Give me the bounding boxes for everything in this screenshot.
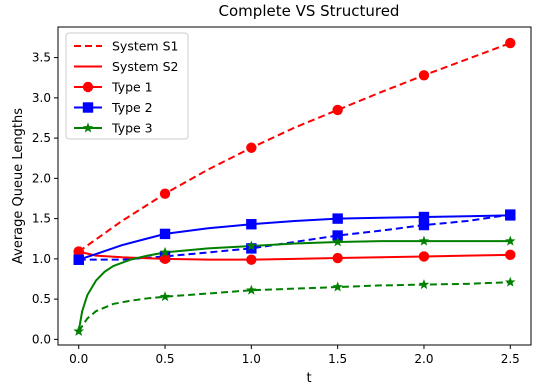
plot-area bbox=[57, 26, 532, 346]
data-point-s2-type-3 bbox=[505, 235, 516, 246]
legend-label: System S2 bbox=[112, 59, 178, 74]
data-point-s1-type-3 bbox=[418, 279, 430, 290]
legend-label: Type 1 bbox=[111, 80, 153, 95]
y-axis-title: Average Queue Lengths bbox=[11, 108, 26, 264]
data-point-s1-type-3 bbox=[505, 276, 516, 287]
data-point-s2-type-3 bbox=[246, 240, 257, 251]
x-axis: 0.0 0.5 1.0 1.5 2.0 2.5 bbox=[69, 345, 520, 366]
legend-label: Type 3 bbox=[111, 121, 153, 136]
data-point-s1-type-1 bbox=[418, 70, 430, 81]
x-tick-label: 0.5 bbox=[155, 352, 174, 366]
data-point-s2-type-1 bbox=[159, 253, 171, 265]
data-point-s1-type-2 bbox=[332, 230, 343, 241]
series-line-s2-type-1 bbox=[78, 250, 511, 261]
data-point-s2-type-3 bbox=[332, 236, 343, 247]
y-tick-label: 1.0 bbox=[32, 252, 51, 266]
series-line-s1-type-3 bbox=[77, 281, 511, 332]
plot-frame bbox=[57, 26, 532, 346]
x-tick-label: 2.5 bbox=[501, 352, 520, 366]
y-tick-label: 3.0 bbox=[32, 91, 51, 105]
legend-marker bbox=[82, 122, 94, 133]
y-tick-label: 2.0 bbox=[32, 171, 51, 185]
series-line-s2-type-2 bbox=[78, 214, 511, 261]
data-point-s2-type-2 bbox=[246, 219, 257, 230]
y-tick-label: 0.5 bbox=[32, 292, 51, 306]
legend-marker bbox=[82, 81, 94, 93]
data-point-s2-type-1 bbox=[418, 251, 430, 262]
y-tick-label: 3.5 bbox=[32, 51, 51, 65]
data-point-s2-type-2 bbox=[505, 210, 516, 221]
data-point-s2-type-2 bbox=[159, 228, 171, 240]
data-point-s2-type-3 bbox=[73, 325, 84, 336]
legend-marker bbox=[82, 102, 94, 113]
legend-box bbox=[65, 32, 189, 140]
data-point-s2-type-2 bbox=[418, 211, 430, 223]
y-axis: 0.0 0.5 1.0 1.5 2.0 2.5 3.0 3.5 bbox=[32, 51, 58, 346]
data-point-s1-type-1 bbox=[246, 142, 257, 153]
legend: System S1 System S2 Type 1 Type 2 Type 3 bbox=[65, 32, 189, 140]
y-tick-label: 0.0 bbox=[32, 332, 51, 346]
x-tick-label: 0.0 bbox=[69, 352, 88, 366]
chart-title: Complete VS Structured bbox=[219, 2, 400, 20]
x-tick-label: 2.0 bbox=[414, 352, 433, 366]
data-point-s1-type-2 bbox=[418, 219, 430, 231]
series-line-s2-type-3 bbox=[77, 240, 511, 332]
y-tick-label: 2.5 bbox=[32, 131, 51, 145]
y-tick-label: 1.5 bbox=[32, 212, 51, 226]
data-point-s2-type-2 bbox=[332, 213, 343, 224]
data-point-s1-type-3 bbox=[246, 284, 257, 295]
data-point-s1-type-1 bbox=[505, 37, 516, 49]
x-tick-label: 1.5 bbox=[328, 352, 347, 366]
data-point-s2-type-1 bbox=[73, 246, 84, 257]
legend-label: Type 2 bbox=[111, 100, 153, 115]
data-point-s1-type-3 bbox=[332, 281, 343, 292]
legend-label: System S1 bbox=[112, 39, 178, 54]
data-point-s2-type-3 bbox=[159, 246, 171, 257]
data-point-s2-type-1 bbox=[332, 252, 343, 264]
x-axis-title: t bbox=[306, 371, 311, 386]
data-point-s2-type-1 bbox=[246, 254, 257, 265]
data-point-s1-type-1 bbox=[332, 104, 343, 116]
data-point-s2-type-2 bbox=[73, 254, 84, 265]
data-point-s2-type-1 bbox=[505, 249, 516, 261]
data-point-s1-type-2 bbox=[246, 243, 257, 254]
data-point-s1-type-3 bbox=[159, 291, 171, 302]
data-point-s1-type-1 bbox=[159, 188, 171, 199]
x-tick-label: 1.0 bbox=[242, 352, 261, 366]
data-point-s2-type-3 bbox=[418, 235, 430, 246]
